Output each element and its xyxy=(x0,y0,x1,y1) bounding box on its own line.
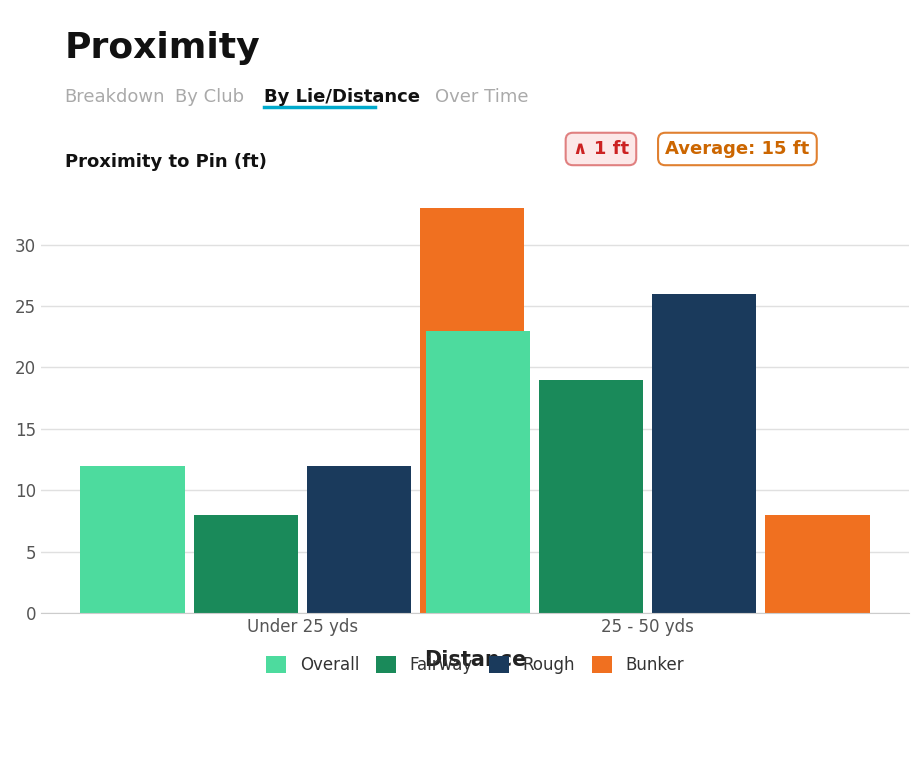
Text: By Club: By Club xyxy=(175,88,244,106)
Bar xyxy=(426,331,530,613)
Text: By Lie/Distance: By Lie/Distance xyxy=(264,88,420,106)
Bar xyxy=(765,515,869,613)
Bar xyxy=(540,380,643,613)
Legend: Overall, Fairway, Rough, Bunker: Overall, Fairway, Rough, Bunker xyxy=(258,648,692,682)
Bar xyxy=(307,466,411,613)
Text: Proximity to Pin (ft): Proximity to Pin (ft) xyxy=(65,153,266,171)
Text: Breakdown: Breakdown xyxy=(65,88,165,106)
Text: Average: 15 ft: Average: 15 ft xyxy=(665,140,809,158)
Text: Proximity: Proximity xyxy=(65,31,261,65)
Bar xyxy=(652,293,757,613)
Bar xyxy=(193,515,298,613)
Bar xyxy=(419,208,524,613)
Text: Over Time: Over Time xyxy=(435,88,529,106)
Bar xyxy=(80,466,185,613)
X-axis label: Distance: Distance xyxy=(424,650,526,670)
Text: ∧ 1 ft: ∧ 1 ft xyxy=(573,140,629,158)
